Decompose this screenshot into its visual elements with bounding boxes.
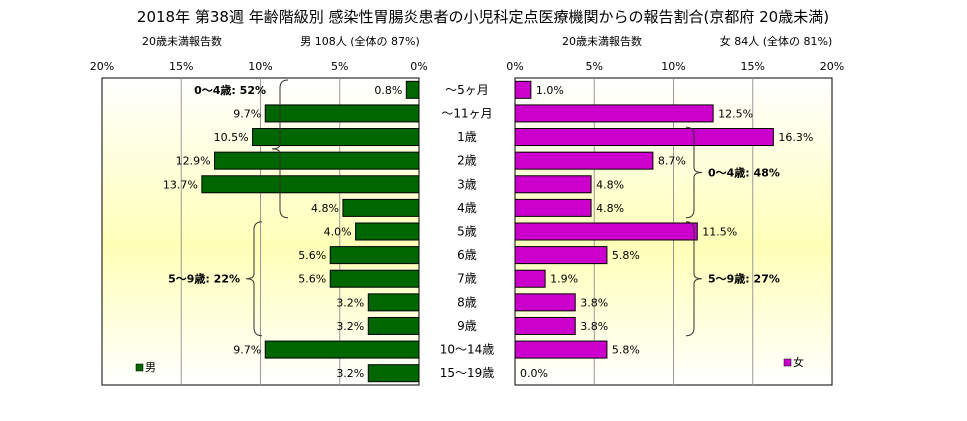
tick-label: 0% xyxy=(506,60,523,73)
chart-title: 2018年 第38週 年齢階級別 感染性胃腸炎患者の小児科定点医療機関からの報告… xyxy=(137,8,829,26)
female-value-label: 8.7% xyxy=(658,155,686,168)
female-value-label: 16.3% xyxy=(778,131,813,144)
male-brace xyxy=(271,79,289,219)
male-bar xyxy=(355,222,420,241)
male-annotation: 0〜4歳: 52% xyxy=(194,83,266,97)
female-bar xyxy=(514,316,576,335)
male-value-label: 3.2% xyxy=(336,296,364,309)
male-subtitle-count: 20歳未満報告数 xyxy=(142,35,222,48)
male-value-label: 3.2% xyxy=(336,320,364,333)
female-subtitle-count: 20歳未満報告数 xyxy=(562,35,642,48)
female-bar xyxy=(514,222,698,241)
female-bar xyxy=(514,175,592,194)
category-label: 5歳 xyxy=(457,225,477,239)
male-bar xyxy=(329,269,420,288)
female-value-label: 0.0% xyxy=(520,367,548,380)
female-bar xyxy=(514,128,774,147)
male-value-label: 3.2% xyxy=(336,367,364,380)
female-value-label: 3.8% xyxy=(580,320,608,333)
category-label: 4歳 xyxy=(457,201,477,215)
category-labels: 〜5ヶ月〜11ヶ月 1歳 2歳 3歳 4歳 5歳 6歳 7歳 8歳 9歳 10〜14歳 15〜19歳 xyxy=(440,83,495,380)
male-annotation: 5〜9歳: 22% xyxy=(168,272,240,286)
male-bar xyxy=(367,316,420,335)
category-label: 15〜19歳 xyxy=(440,366,495,380)
tick-label: 5% xyxy=(331,60,348,73)
tick-label: 20% xyxy=(90,60,114,73)
female-bar xyxy=(514,293,576,312)
female-value-label: 3.8% xyxy=(580,296,608,309)
male-bar xyxy=(264,340,420,359)
male-bar xyxy=(405,80,420,99)
female-brace xyxy=(685,221,703,337)
male-value-label: 13.7% xyxy=(163,178,198,191)
male-brace xyxy=(245,221,263,337)
tick-label: 15% xyxy=(741,60,765,73)
female-panel: 20歳未満報告数 女 84人 (全体の 81%) 0% 5% 10% 15% 20% 1.0%… xyxy=(506,34,844,386)
female-bar xyxy=(514,80,532,99)
category-label: 2歳 xyxy=(457,154,477,168)
male-value-label: 4.8% xyxy=(311,202,339,215)
male-panel: 20歳未満報告数 男 108人 (全体の 87%) 20% 15% 10% 5% 0% 0.8… xyxy=(90,34,428,386)
female-annotation: 5〜9歳: 27% xyxy=(708,272,780,286)
female-brace xyxy=(685,126,703,219)
female-bar xyxy=(514,246,608,265)
female-value-label: 5.8% xyxy=(612,249,640,262)
male-bar xyxy=(329,246,420,265)
female-subtitle-total: 女 84人 (全体の 81%) xyxy=(720,34,833,48)
category-label: 9歳 xyxy=(457,319,477,333)
category-label: 1歳 xyxy=(457,130,477,144)
male-value-label: 9.7% xyxy=(233,107,261,120)
female-legend-swatch xyxy=(783,358,792,367)
male-subtitle-total: 男 108人 (全体の 87%) xyxy=(300,34,420,48)
category-label: 〜11ヶ月 xyxy=(441,106,492,120)
category-label: 6歳 xyxy=(457,248,477,262)
female-value-label: 5.8% xyxy=(612,344,640,357)
category-label: 7歳 xyxy=(457,272,477,286)
male-value-label: 12.9% xyxy=(176,155,211,168)
female-bar xyxy=(514,269,546,288)
male-bar xyxy=(252,128,420,147)
tick-label: 20% xyxy=(820,60,844,73)
tick-label: 10% xyxy=(661,60,685,73)
male-value-label: 0.8% xyxy=(374,84,402,97)
female-bar xyxy=(514,340,608,359)
male-bar xyxy=(367,364,420,383)
male-bar xyxy=(342,198,420,217)
male-value-label: 5.6% xyxy=(298,273,326,286)
male-legend-swatch xyxy=(135,363,144,372)
female-value-label: 1.0% xyxy=(536,84,564,97)
female-legend-label: 女 xyxy=(793,355,804,369)
male-bar xyxy=(264,104,420,123)
tick-label: 10% xyxy=(248,60,272,73)
category-label: 3歳 xyxy=(457,177,477,191)
female-value-label: 4.8% xyxy=(596,178,624,191)
female-value-label: 4.8% xyxy=(596,202,624,215)
female-value-label: 11.5% xyxy=(702,226,737,239)
male-value-label: 9.7% xyxy=(233,344,261,357)
male-bar xyxy=(214,151,420,170)
tick-label: 5% xyxy=(586,60,603,73)
category-label: 〜5ヶ月 xyxy=(445,83,489,97)
tick-label: 15% xyxy=(169,60,193,73)
male-legend-label: 男 xyxy=(145,361,156,374)
female-bar xyxy=(514,104,714,123)
category-label: 10〜14歳 xyxy=(440,343,495,357)
male-value-label: 10.5% xyxy=(214,131,249,144)
female-value-label: 12.5% xyxy=(718,107,753,120)
female-bar xyxy=(514,151,654,170)
female-annotation: 0〜4歳: 48% xyxy=(708,165,780,179)
male-bar xyxy=(201,175,420,194)
tick-label: 0% xyxy=(410,60,427,73)
male-bar xyxy=(367,293,420,312)
female-value-label: 1.9% xyxy=(550,273,578,286)
category-label: 8歳 xyxy=(457,295,477,309)
male-value-label: 4.0% xyxy=(324,226,352,239)
male-value-label: 5.6% xyxy=(298,249,326,262)
female-bar xyxy=(514,198,592,217)
